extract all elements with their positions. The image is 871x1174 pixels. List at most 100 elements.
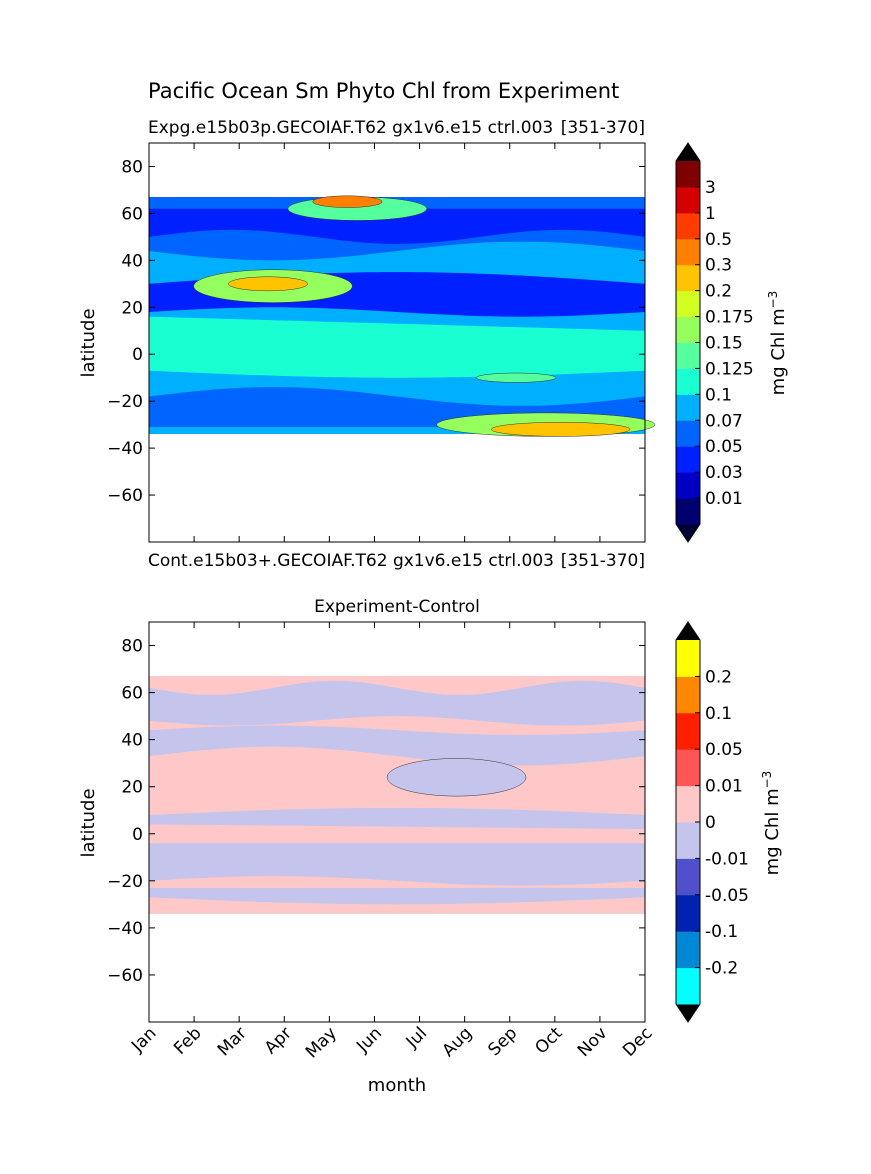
top-y-axis: 80 60 40 20 0 −20 −40 −60 (107, 157, 645, 506)
top-cbar-tick-label: 0.3 (705, 256, 732, 276)
bottom-plot-frame (148, 621, 646, 1023)
top-cbar-extend-high (676, 143, 700, 161)
top-cbar-label: mg Chl m−3 (766, 291, 789, 396)
top-cbar-tick-label: 0.03 (705, 463, 743, 483)
bottom-cbar-tick-label: -0.1 (705, 922, 738, 942)
bottom-colorbar: -0.2 -0.1 -0.05 -0.01 0 0.01 0.05 0.1 0.2 (675, 621, 749, 1023)
bottom-ytick-label: 60 (121, 684, 143, 704)
bottom-cbar-extend-low (676, 1004, 700, 1022)
bottom-ytick-label: 20 (121, 778, 143, 798)
bottom-cbar-tick-label: -0.01 (705, 849, 749, 869)
bottom-pos-north-band (149, 676, 645, 695)
bottom-cbar-tick-label: -0.05 (705, 886, 749, 906)
bottom-cbar-label-sup: −3 (760, 771, 774, 789)
top-cbar-swatch (676, 238, 700, 266)
top-cbar-swatch (676, 264, 700, 292)
bottom-cbar-outline (675, 621, 701, 1023)
bottom-cbar-label: mg Chl m−3 (760, 771, 783, 876)
bottom-cbar-swatch (676, 967, 700, 1005)
top-cbar-swatch (676, 472, 700, 499)
top-cbar-tick-label: 0.1 (705, 385, 732, 405)
top-cbar-swatch (676, 498, 700, 525)
xtick-label: Mar (214, 1023, 251, 1060)
xtick-label: Jan (127, 1023, 160, 1056)
bottom-cbar-swatch (676, 749, 700, 787)
top-cbar-swatch (676, 368, 700, 395)
top-cbar-outline (675, 142, 701, 543)
top-cbar-label-sup: −3 (766, 291, 780, 309)
xtick-label: Dec (619, 1023, 656, 1060)
bottom-ytick-label: 0 (132, 825, 143, 845)
bottom-cbar-swatch (676, 640, 700, 677)
top-east-blob (476, 372, 556, 383)
top-cbar-tick-label: 0.01 (705, 489, 743, 509)
bottom-ylabel: latitude (78, 788, 99, 857)
top-north-lower-band (149, 208, 645, 244)
bottom-pos-equator-band (149, 824, 645, 844)
bottom-cbar-tick-label: 0.01 (705, 777, 743, 797)
bottom-cbar-tick-label: 0 (705, 813, 716, 833)
top-ytick-label: 80 (121, 157, 143, 177)
bottom-cbar-tick-label: 0.2 (705, 667, 732, 687)
top-ytick-label: −60 (107, 486, 143, 506)
xtick-label: Jul (402, 1023, 431, 1052)
top-ytick-label: 40 (121, 251, 143, 271)
bottom-cbar-extend-high (676, 622, 700, 640)
top-cbar-tick-label: 1 (705, 204, 716, 224)
bottom-pos-midlat-band (149, 716, 645, 735)
bottom-xlabel: month (368, 1075, 426, 1096)
top-ytick-label: −40 (107, 439, 143, 459)
xtick-label: Aug (439, 1023, 477, 1061)
xtick-label: Jun (352, 1023, 386, 1057)
xtick-label: Feb (170, 1023, 205, 1058)
top-subtropic-core (228, 276, 308, 292)
top-cbar-swatch (676, 161, 700, 188)
top-cbar-swatch (676, 342, 700, 369)
bottom-contour-field (149, 676, 645, 914)
top-cbar-tick-label: 3 (705, 178, 716, 198)
bottom-title-center: Experiment-Control (314, 597, 480, 617)
top-plot-frame (148, 142, 646, 543)
xtick-label: Nov (574, 1023, 612, 1061)
bottom-cbar-swatch (676, 931, 700, 969)
bottom-pos-far-south-band (149, 897, 645, 914)
bottom-ytick-label: −40 (107, 919, 143, 939)
top-se-core (490, 422, 631, 437)
top-cbar-swatch (676, 316, 700, 343)
bottom-ytick-label: 80 (121, 637, 143, 657)
top-cbar-tick-label: 0.125 (705, 359, 754, 379)
top-cbar-tick-label: 0.05 (705, 437, 743, 457)
bottom-cbar-tick-label: 0.05 (705, 740, 743, 760)
bottom-neg-blob (386, 758, 527, 797)
xtick-label: Oct (531, 1023, 566, 1058)
top-cbar-swatch (676, 290, 700, 318)
bottom-cbar-swatch (676, 858, 700, 896)
bottom-ytick-label: −20 (107, 872, 143, 892)
xtick-label: May (302, 1023, 341, 1062)
bottom-cbar-swatch (676, 712, 700, 750)
bottom-pos-south-band (149, 876, 645, 888)
bottom-ytick-label: −60 (107, 966, 143, 986)
top-ylabel: latitude (78, 308, 99, 377)
top-cbar-extend-low (676, 524, 700, 542)
top-cbar-swatch (676, 186, 700, 214)
bottom-cbar-swatch (676, 822, 700, 859)
top-ytick-label: 60 (121, 204, 143, 224)
bottom-cbar-swatch (676, 785, 700, 823)
xtick-label: Apr (261, 1023, 296, 1058)
bottom-cbar-tick-label: 0.1 (705, 704, 732, 724)
top-cbar-tick-label: 0.175 (705, 308, 754, 328)
top-cbar-tick-label: 0.5 (705, 230, 732, 250)
figure-suptitle: Pacific Ocean Sm Phyto Chl from Experime… (148, 79, 619, 103)
top-ytick-label: 0 (132, 345, 143, 365)
top-cbar-tick-label: 0.15 (705, 334, 743, 354)
bottom-cbar-swatch (676, 676, 700, 714)
top-cbar-swatch (676, 446, 700, 473)
top-cbar-swatch (676, 212, 700, 240)
top-cbar-swatch (676, 420, 700, 447)
top-title-right: [351-370] (561, 118, 645, 138)
bottom-cbar-swatch (676, 894, 700, 932)
top-panel: Expg.e15b03p.GECOIAF.T62 gx1v6.e15 ctrl.… (78, 118, 789, 543)
top-title-left: Expg.e15b03p.GECOIAF.T62 gx1v6.e15 ctrl.… (148, 118, 553, 138)
